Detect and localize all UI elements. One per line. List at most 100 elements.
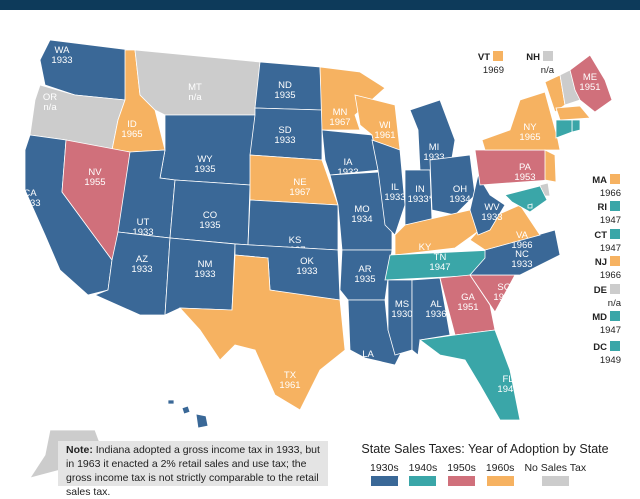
state-label: WI: [379, 120, 391, 131]
state-me[interactable]: [569, 54, 613, 113]
header-bar: [0, 0, 640, 10]
callout-swatch: [610, 174, 620, 184]
state-year: n/a: [188, 92, 202, 103]
legend-label: No Sales Tax: [524, 462, 587, 474]
state-year: 1933*: [408, 194, 433, 205]
callout-year: 1969: [483, 65, 504, 76]
state-year: n/a: [43, 102, 57, 113]
state-tx[interactable]: [179, 254, 346, 411]
state-year: 1935: [354, 274, 375, 285]
state-ga[interactable]: [439, 274, 496, 336]
state-label: AL: [430, 299, 442, 310]
state-ia[interactable]: [321, 129, 381, 176]
callout-year: 1949: [600, 355, 621, 366]
callout-swatch: [610, 341, 620, 351]
callout-year: 1966: [600, 270, 621, 281]
state-pa[interactable]: [474, 149, 551, 186]
state-ct[interactable]: [555, 119, 573, 139]
state-year: 1935: [274, 90, 295, 101]
state-year: 1965: [519, 132, 540, 143]
callout-label: MD: [592, 312, 607, 323]
state-year: 1933: [384, 192, 405, 203]
state-label: AZ: [136, 254, 148, 265]
legend-title: State Sales Taxes: Year of Adoption by S…: [361, 442, 609, 456]
state-nc[interactable]: [469, 229, 561, 276]
legend-item: 1950s: [447, 462, 476, 486]
state-label: OK: [300, 256, 314, 267]
callout-swatch: [493, 51, 503, 61]
state-label: MI: [429, 142, 440, 153]
callout-label: DE: [594, 285, 607, 296]
state-label: TN: [434, 252, 447, 263]
state-label: NC: [515, 249, 529, 260]
legend-item: 1960s: [486, 462, 514, 486]
callout-label: VT: [478, 52, 490, 63]
state-label: ID: [127, 119, 137, 130]
callout-label: CT: [594, 230, 607, 241]
state-oh[interactable]: [429, 154, 476, 216]
state-label: NE: [293, 177, 306, 188]
state-label: WY: [197, 154, 213, 165]
state-nj[interactable]: [544, 149, 557, 183]
state-la[interactable]: [347, 299, 406, 366]
state-year: 1933: [481, 212, 502, 223]
state-year: 1933: [131, 264, 152, 275]
state-year: 1967: [329, 117, 350, 128]
state-label: NM: [198, 259, 213, 270]
callout-year: 1947: [600, 215, 621, 226]
state-label: TX: [284, 370, 297, 381]
callout-year: 1947: [600, 243, 621, 254]
state-fl[interactable]: [418, 329, 521, 421]
state-label: ND: [278, 80, 292, 91]
callout-swatch: [610, 311, 620, 321]
state-label: ME: [583, 72, 597, 83]
state-ny[interactable]: [481, 91, 561, 151]
state-label: OH: [453, 184, 467, 195]
state-label: IN: [415, 184, 425, 195]
state-label: NY: [523, 122, 537, 133]
state-label: GA: [461, 292, 475, 303]
state-label: MN: [333, 107, 348, 118]
legend-swatch: [409, 476, 437, 486]
state-ri[interactable]: [571, 119, 581, 133]
state-year: 1933: [51, 55, 72, 66]
callout-label: DC: [593, 342, 607, 353]
callout-label: RI: [598, 202, 608, 213]
state-year: 1947: [429, 262, 450, 273]
callout-year: n/a: [608, 298, 622, 309]
state-label: CO: [203, 210, 217, 221]
state-label: HI: [190, 432, 200, 443]
state-label: IA: [344, 157, 354, 168]
state-label: NV: [88, 167, 102, 178]
state-year: 1953: [514, 172, 535, 183]
legend-label: 1930s: [370, 462, 399, 474]
state-year: 1933: [423, 152, 444, 163]
state-wv[interactable]: [469, 173, 506, 236]
state-year: 1935: [194, 164, 215, 175]
state-year: 1961: [374, 130, 395, 141]
state-year: 1933: [194, 269, 215, 280]
state-label: FL: [502, 374, 513, 385]
state-year: 1933: [511, 259, 532, 270]
state-label: CA: [23, 188, 37, 199]
state-hi[interactable]: [167, 399, 209, 429]
note-box: Note: Indiana adopted a gross income tax…: [58, 441, 328, 498]
state-year: 1951: [579, 82, 600, 93]
legend-label: 1940s: [408, 462, 438, 474]
state-ms[interactable]: [387, 279, 413, 356]
state-year: 1933: [337, 167, 358, 178]
note-text: Indiana adopted a gross income tax in 19…: [66, 444, 320, 498]
state-label: UT: [137, 217, 150, 228]
callout-year: 1966: [600, 188, 621, 199]
callout-label: NH: [526, 52, 540, 63]
state-label: WA: [55, 45, 71, 56]
state-year: 1933: [296, 266, 317, 277]
state-dc[interactable]: [527, 203, 533, 209]
state-ma[interactable]: [555, 105, 591, 121]
state-md[interactable]: [504, 185, 548, 213]
legend-label: 1950s: [447, 462, 476, 474]
state-label: IL: [391, 182, 399, 193]
state-year: 1936: [425, 309, 446, 320]
state-label: KS: [289, 235, 302, 246]
state-year: 1933: [19, 198, 40, 209]
